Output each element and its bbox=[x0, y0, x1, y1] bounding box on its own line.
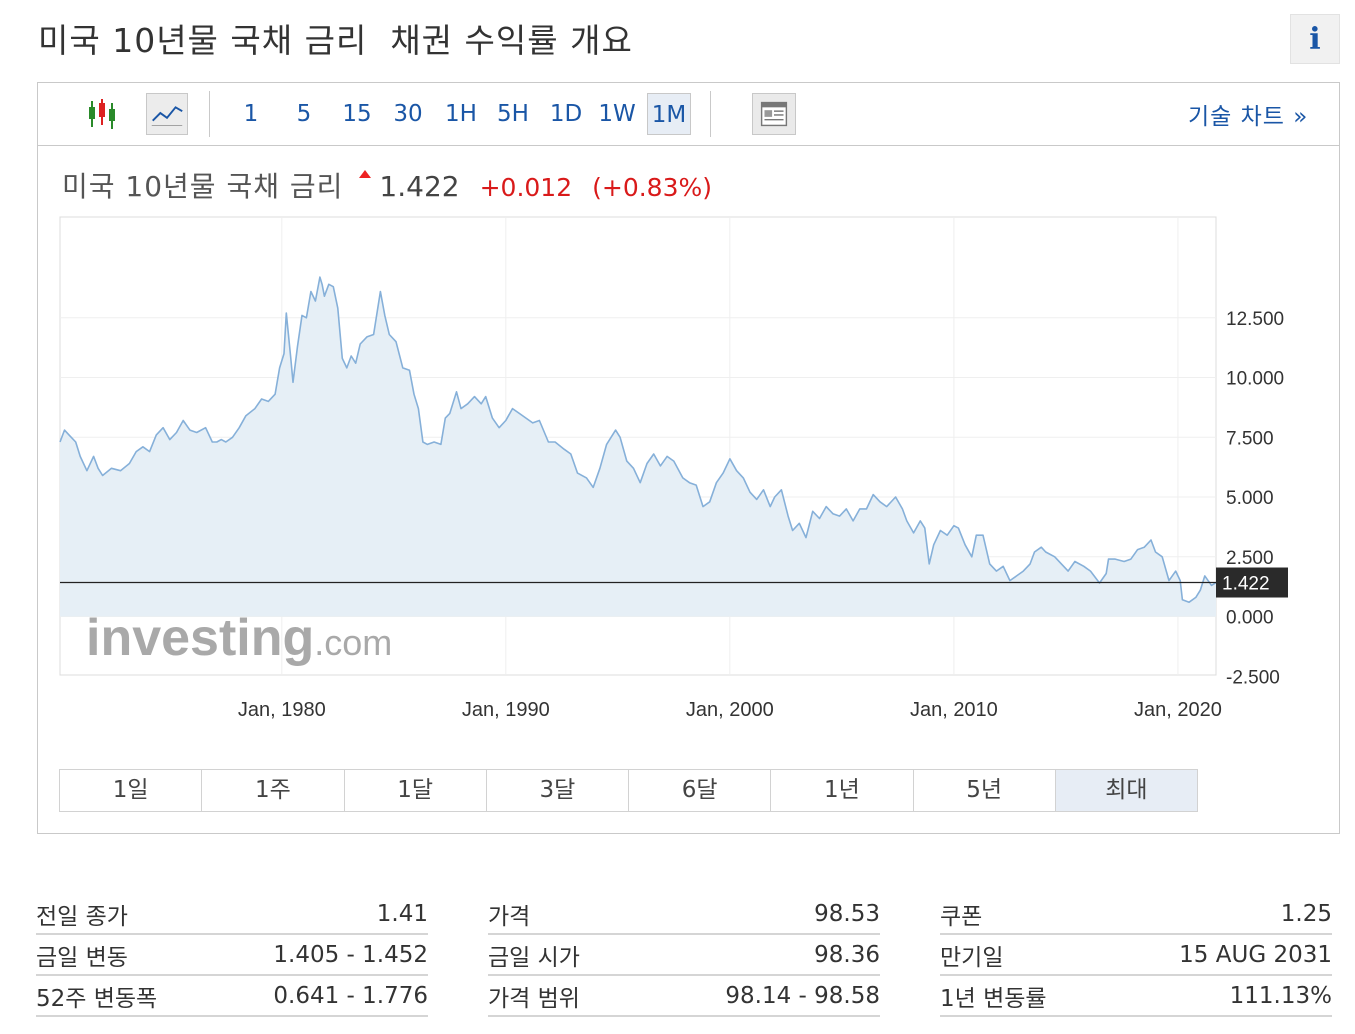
y-tick-label: 2.500 bbox=[1226, 548, 1274, 569]
range-selector: 1일 1주 1달 3달 6달 1년 5년 최대 bbox=[59, 769, 1198, 812]
stat-row: 쿠폰 1.25 bbox=[940, 894, 1332, 935]
stat-label: 1년 변동률 bbox=[940, 985, 1047, 1012]
range-3mo[interactable]: 3달 bbox=[487, 770, 629, 811]
stat-value: 0.641 - 1.776 bbox=[273, 982, 428, 1009]
range-1d[interactable]: 1일 bbox=[60, 770, 203, 811]
stats-col-3: 쿠폰 1.25 만기일 15 AUG 2031 1년 변동률 111.13% bbox=[940, 894, 1332, 1017]
info-icon[interactable]: i bbox=[1290, 14, 1340, 64]
stat-value: 15 AUG 2031 bbox=[1179, 941, 1332, 968]
range-1mo[interactable]: 1달 bbox=[345, 770, 487, 811]
stat-value: 1.25 bbox=[1280, 900, 1332, 927]
y-tick-label: -2.500 bbox=[1226, 667, 1280, 688]
stat-value: 98.14 - 98.58 bbox=[725, 982, 880, 1009]
investing-watermark: investing.com bbox=[86, 609, 392, 667]
stat-value: 1.405 - 1.452 bbox=[273, 941, 428, 968]
stat-label: 쿠폰 bbox=[940, 903, 983, 930]
interval-5h[interactable]: 5H bbox=[497, 101, 529, 127]
stat-value: 1.41 bbox=[376, 900, 428, 927]
stat-row: 전일 종가 1.41 bbox=[36, 894, 428, 935]
range-1w[interactable]: 1주 bbox=[202, 770, 345, 811]
interval-1d[interactable]: 1D bbox=[549, 101, 583, 127]
price-chart[interactable]: investing.com1.42212.50010.0007.5005.000… bbox=[38, 83, 1339, 763]
chart-widget: 1 5 15 30 1H 5H 1D 1W 1M 기술 차트 » 미국 10년물… bbox=[37, 82, 1340, 834]
interval-1[interactable]: 1 bbox=[243, 101, 259, 127]
stat-row: 만기일 15 AUG 2031 bbox=[940, 935, 1332, 976]
y-tick-label: 12.500 bbox=[1226, 309, 1284, 330]
stats-col-2: 가격 98.53 금일 시가 98.36 가격 범위 98.14 - 98.58 bbox=[488, 894, 880, 1017]
stat-label: 가격 범위 bbox=[488, 985, 580, 1012]
stat-row: 가격 98.53 bbox=[488, 894, 880, 935]
toolbar-separator bbox=[710, 91, 711, 137]
stat-label: 52주 변동폭 bbox=[36, 985, 158, 1012]
price-line bbox=[59, 276, 1217, 604]
stat-row: 52주 변동폭 0.641 - 1.776 bbox=[36, 976, 428, 1017]
quote-price: 1.422 bbox=[379, 170, 460, 203]
stat-label: 금일 시가 bbox=[488, 944, 580, 971]
range-1y[interactable]: 1년 bbox=[771, 770, 914, 811]
quote-line: 미국 10년물 국채 금리 1.422 +0.012 (+0.83%) bbox=[62, 165, 712, 205]
stat-row: 금일 변동 1.405 - 1.452 bbox=[36, 935, 428, 976]
stats-col-1: 전일 종가 1.41 금일 변동 1.405 - 1.452 52주 변동폭 0.64… bbox=[36, 894, 428, 1017]
range-6mo[interactable]: 6달 bbox=[629, 770, 772, 811]
x-tick-label: Jan, 2010 bbox=[910, 699, 998, 721]
page-title: 미국 10년물 국채 금리 채권 수익률 개요 bbox=[38, 21, 633, 60]
stat-value: 111.13% bbox=[1229, 982, 1332, 1009]
interval-1h[interactable]: 1H bbox=[445, 101, 477, 127]
current-value-label: 1.422 bbox=[1222, 574, 1270, 595]
stat-label: 가격 bbox=[488, 903, 531, 930]
interval-30[interactable]: 30 bbox=[393, 101, 423, 127]
range-max[interactable]: 최대 bbox=[1055, 770, 1197, 811]
current-value-badge bbox=[1216, 567, 1288, 598]
chart-toolbar: 1 5 15 30 1H 5H 1D 1W 1M 기술 차트 » bbox=[38, 83, 1339, 146]
toolbar-separator bbox=[209, 91, 210, 137]
quote-change-pct: (+0.83%) bbox=[592, 173, 712, 202]
technical-chart-link[interactable]: 기술 차트 » bbox=[1188, 104, 1309, 130]
stat-row: 금일 시가 98.36 bbox=[488, 935, 880, 976]
stat-label: 전일 종가 bbox=[36, 903, 128, 930]
news-icon[interactable] bbox=[752, 93, 796, 135]
stat-value: 98.53 bbox=[814, 900, 880, 927]
quote-change: +0.012 bbox=[479, 173, 573, 202]
interval-15[interactable]: 15 bbox=[342, 101, 372, 127]
x-tick-label: Jan, 2020 bbox=[1134, 699, 1222, 721]
stat-value: 98.36 bbox=[814, 941, 880, 968]
x-tick-label: Jan, 2000 bbox=[686, 699, 774, 721]
x-tick-label: Jan, 1990 bbox=[462, 699, 550, 721]
y-tick-label: 0.000 bbox=[1226, 608, 1274, 629]
line-chart-icon[interactable] bbox=[146, 93, 188, 135]
y-tick-label: 7.500 bbox=[1226, 428, 1274, 449]
y-tick-label: 5.000 bbox=[1226, 488, 1274, 509]
interval-1m[interactable]: 1M bbox=[647, 93, 691, 135]
interval-5[interactable]: 5 bbox=[296, 101, 312, 127]
stat-row: 가격 범위 98.14 - 98.58 bbox=[488, 976, 880, 1017]
x-tick-label: Jan, 1980 bbox=[238, 699, 326, 721]
quote-name: 미국 10년물 국채 금리 bbox=[62, 170, 344, 203]
stat-label: 금일 변동 bbox=[36, 944, 128, 971]
interval-1w[interactable]: 1W bbox=[598, 101, 636, 127]
up-arrow-icon bbox=[359, 170, 372, 178]
stat-row: 1년 변동률 111.13% bbox=[940, 976, 1332, 1017]
range-5y[interactable]: 5년 bbox=[914, 770, 1056, 811]
stat-label: 만기일 bbox=[940, 944, 1004, 971]
y-tick-label: 10.000 bbox=[1226, 369, 1284, 390]
candlestick-icon[interactable] bbox=[84, 93, 124, 135]
